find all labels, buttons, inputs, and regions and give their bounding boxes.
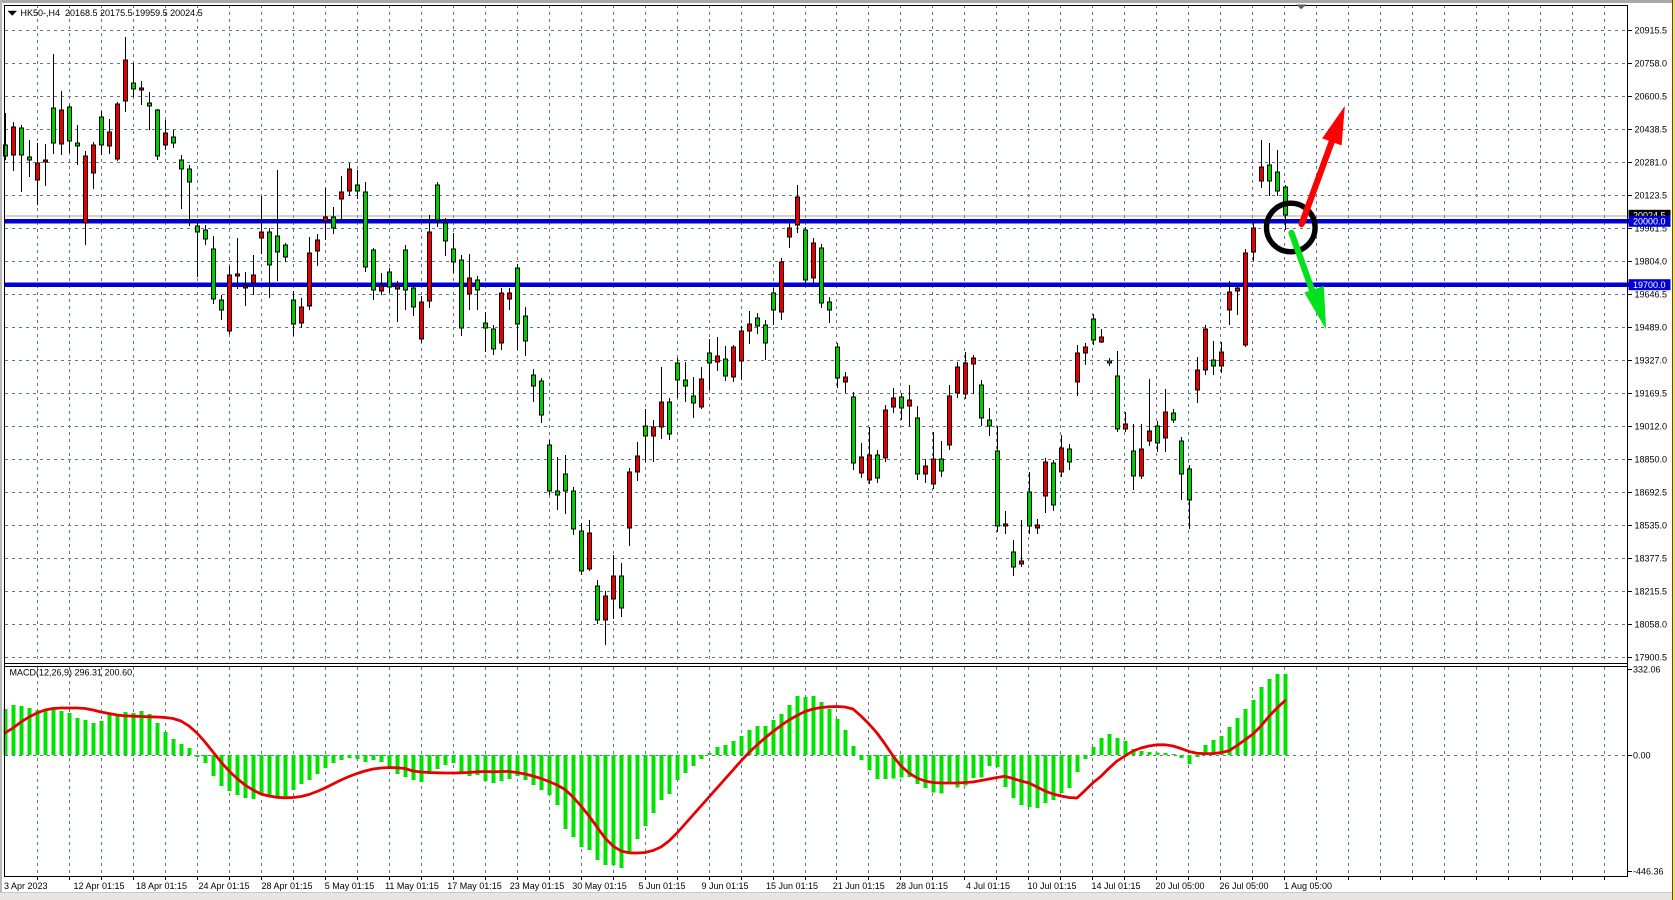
svg-text:HK50-,H4 20168.5 20175.5 1995: HK50-,H4 20168.5 20175.5 19959.5 20024.5 (21, 8, 203, 18)
svg-text:17900.5: 17900.5 (1635, 653, 1668, 663)
svg-text:9 Jun 01:15: 9 Jun 01:15 (701, 881, 748, 891)
svg-text:19961.5: 19961.5 (1635, 224, 1668, 234)
svg-text:20758.0: 20758.0 (1635, 59, 1668, 69)
svg-text:5 May 01:15: 5 May 01:15 (325, 881, 375, 891)
svg-text:4 Jul 01:15: 4 Jul 01:15 (966, 881, 1010, 891)
svg-text:14 Jul 01:15: 14 Jul 01:15 (1091, 881, 1140, 891)
svg-text:18377.5: 18377.5 (1635, 554, 1668, 564)
svg-text:20915.5: 20915.5 (1635, 26, 1668, 36)
svg-text:18 Apr 01:15: 18 Apr 01:15 (136, 881, 187, 891)
svg-text:3 Apr 2023: 3 Apr 2023 (4, 881, 48, 891)
svg-text:24 Apr 01:15: 24 Apr 01:15 (198, 881, 249, 891)
svg-text:18535.0: 18535.0 (1635, 521, 1668, 531)
svg-text:15 Jun 01:15: 15 Jun 01:15 (766, 881, 818, 891)
svg-text:20600.5: 20600.5 (1635, 92, 1668, 102)
svg-text:19012.0: 19012.0 (1635, 422, 1668, 432)
svg-text:20024.5: 20024.5 (1633, 211, 1666, 221)
svg-text:28 Apr 01:15: 28 Apr 01:15 (261, 881, 312, 891)
svg-text:19489.0: 19489.0 (1635, 323, 1668, 333)
svg-text:20000.0: 20000.0 (1633, 217, 1666, 227)
svg-text:19327.0: 19327.0 (1635, 356, 1668, 366)
svg-text:10 Jul 01:15: 10 Jul 01:15 (1027, 881, 1076, 891)
svg-text:0.00: 0.00 (1633, 751, 1651, 761)
svg-text:19804.0: 19804.0 (1635, 257, 1668, 267)
svg-text:20281.0: 20281.0 (1635, 158, 1668, 168)
svg-text:MACD(12,26,9) 296.31 200.60: MACD(12,26,9) 296.31 200.60 (10, 668, 133, 678)
svg-text:332.06: 332.06 (1633, 665, 1661, 675)
svg-text:19169.5: 19169.5 (1635, 389, 1668, 399)
svg-text:30 May 01:15: 30 May 01:15 (572, 881, 627, 891)
svg-text:19646.5: 19646.5 (1635, 290, 1668, 300)
svg-text:19700.0: 19700.0 (1633, 280, 1666, 290)
svg-text:18692.5: 18692.5 (1635, 488, 1668, 498)
svg-text:-446.36: -446.36 (1633, 867, 1664, 877)
svg-text:20123.5: 20123.5 (1635, 191, 1668, 201)
svg-text:18058.0: 18058.0 (1635, 620, 1668, 630)
svg-text:11 May 01:15: 11 May 01:15 (385, 881, 439, 891)
svg-text:18215.5: 18215.5 (1635, 587, 1668, 597)
svg-text:12 Apr 01:15: 12 Apr 01:15 (73, 881, 124, 891)
svg-text:18850.0: 18850.0 (1635, 455, 1668, 465)
svg-text:26 Jul 05:00: 26 Jul 05:00 (1219, 881, 1268, 891)
svg-text:17 May 01:15: 17 May 01:15 (447, 881, 502, 891)
svg-text:23 May 01:15: 23 May 01:15 (510, 881, 565, 891)
svg-text:20438.5: 20438.5 (1635, 125, 1668, 135)
svg-text:1 Aug 05:00: 1 Aug 05:00 (1284, 881, 1332, 891)
svg-text:5 Jun 01:15: 5 Jun 01:15 (638, 881, 685, 891)
svg-text:20 Jul 05:00: 20 Jul 05:00 (1155, 881, 1204, 891)
svg-text:28 Jun 01:15: 28 Jun 01:15 (896, 881, 948, 891)
svg-text:21 Jun 01:15: 21 Jun 01:15 (833, 881, 885, 891)
